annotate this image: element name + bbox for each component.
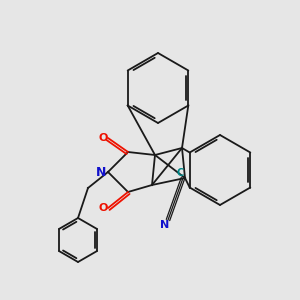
Text: N: N (160, 220, 169, 230)
Text: O: O (98, 133, 108, 143)
Text: C: C (176, 168, 184, 178)
Text: N: N (96, 166, 106, 178)
Text: O: O (98, 203, 108, 213)
